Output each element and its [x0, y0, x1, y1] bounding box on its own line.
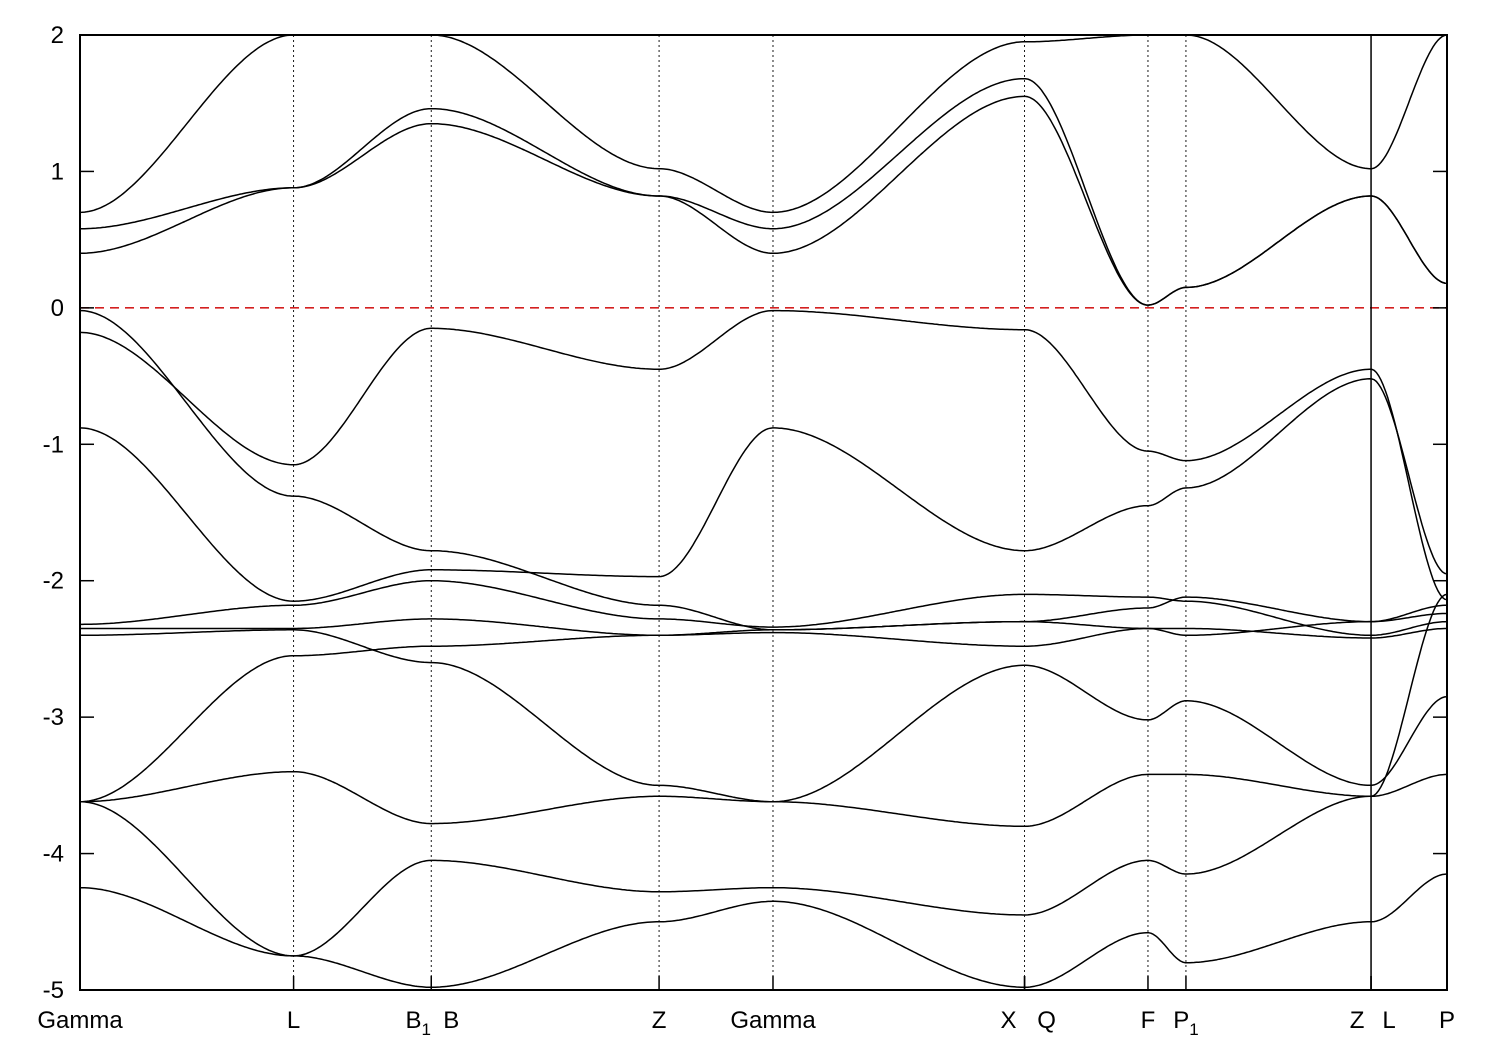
x-tick-label: Q: [1037, 1007, 1056, 1034]
band-line: [80, 77, 1448, 306]
x-tick-label: L: [287, 1007, 300, 1034]
k-point-lines: [293, 35, 1187, 990]
y-tick-label: -5: [43, 977, 64, 1004]
y-tick-label: -2: [43, 568, 64, 595]
band-line: [79, 593, 1448, 957]
x-tick-label: B1: [406, 1007, 431, 1039]
y-tick-label: 2: [51, 22, 64, 49]
band-line: [80, 309, 1447, 631]
x-tick-label: L: [1382, 1007, 1395, 1034]
x-tick-label: X: [1001, 1007, 1017, 1034]
x-tick-label: Gamma: [730, 1007, 816, 1034]
band-line: [80, 618, 1447, 647]
band-line: [80, 604, 1447, 803]
y-axis-ticks: -5 -4 -3 -2 -1 0 1 2: [43, 22, 1447, 1004]
x-tick-label: P: [1439, 1007, 1455, 1034]
x-tick-label: F: [1141, 1007, 1156, 1034]
band-line: [80, 579, 1448, 637]
x-axis-ticks: Gamma L B1 B Z Gamma X Q F P1 Z L P: [37, 976, 1455, 1039]
x-tick-label: Z: [1350, 1007, 1365, 1034]
y-tick-label: -1: [43, 431, 64, 458]
band-line: [79, 34, 1448, 214]
y-tick-label: 1: [51, 158, 64, 185]
plot-frame: [79, 34, 1448, 991]
x-tick-label: Z: [652, 1007, 667, 1034]
x-tick-label: B: [443, 1007, 459, 1034]
y-tick-label: -3: [43, 704, 64, 731]
band-lines: [79, 34, 1448, 989]
y-tick-label: 0: [51, 295, 64, 322]
band-line: [80, 873, 1448, 989]
band-line: [79, 309, 1448, 601]
x-tick-label: P1: [1173, 1007, 1198, 1039]
x-tick-label: Gamma: [37, 1007, 123, 1034]
band-line: [80, 770, 1448, 828]
band-line: [79, 378, 1448, 602]
band-line: [80, 629, 1448, 803]
band-line: [80, 95, 1448, 306]
y-tick-label: -4: [43, 841, 64, 868]
